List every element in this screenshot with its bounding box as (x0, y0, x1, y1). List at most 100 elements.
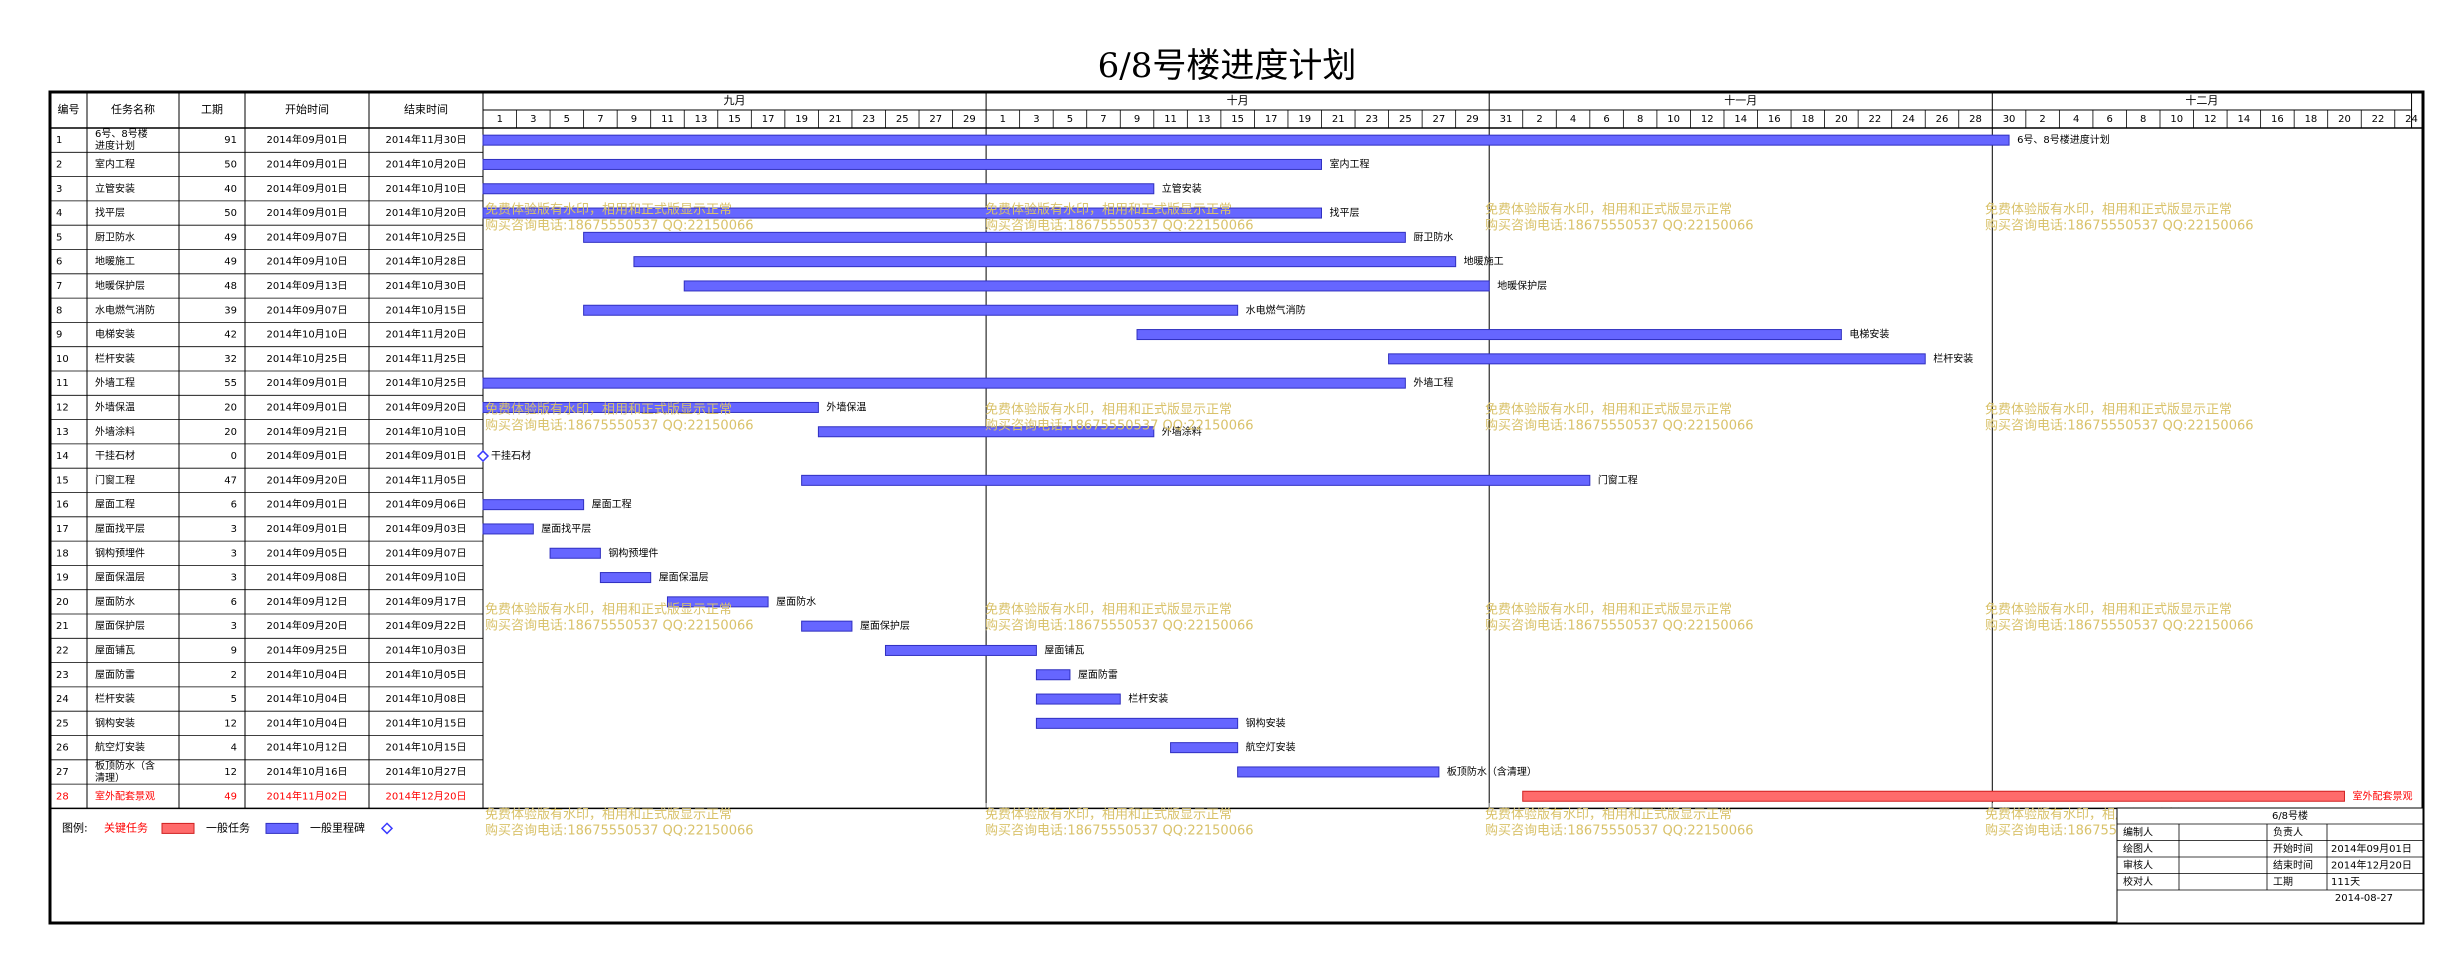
row-id: 1 (56, 135, 62, 146)
chart-title: 6/8号楼进度计划 (1097, 46, 1357, 86)
row-duration: 39 (224, 305, 237, 316)
day-tick-label: 1 (1000, 114, 1006, 125)
row-id: 18 (56, 548, 69, 559)
task-bar (482, 158, 1322, 170)
bar-label: 外墙保温 (826, 400, 866, 413)
column-header: 任务名称 (111, 102, 155, 116)
bar-label: 门窗工程 (1598, 473, 1638, 486)
watermark-line1: 免费体验版有水印，相用和正式版显示正常 (985, 807, 1232, 823)
day-tick-label: 14 (1734, 114, 1747, 125)
day-tick-label: 28 (1969, 114, 1982, 125)
row-end: 2014年09月06日 (386, 498, 467, 511)
row-name: 屋面保温层 (95, 571, 145, 584)
row-duration: 50 (224, 159, 237, 170)
task-bar (1136, 329, 1842, 341)
title-block-cell: 开始时间 (2273, 842, 2313, 855)
row-start: 2014年09月13日 (267, 279, 348, 292)
row-end: 2014年11月30日 (386, 133, 467, 146)
bar-label: 屋面保温层 (659, 571, 709, 584)
task-bar (801, 474, 1591, 486)
row-start: 2014年09月01日 (267, 522, 348, 535)
title-block-cell: 校对人 (2123, 875, 2153, 888)
day-tick-label: 10 (2170, 114, 2183, 125)
row-duration: 3 (231, 573, 237, 584)
row-name: 航空灯安装 (95, 741, 145, 754)
task-bar (1035, 693, 1121, 705)
watermark-line1: 免费体验版有水印，相用和正式版显示正常 (1485, 202, 1732, 218)
row-id: 10 (56, 354, 69, 365)
title-block-date: 2014-08-27 (2335, 893, 2393, 904)
row-start: 2014年09月20日 (267, 473, 348, 486)
day-tick-label: 13 (1198, 114, 1211, 125)
row-start: 2014年10月10日 (267, 328, 348, 341)
row-id: 17 (56, 524, 69, 535)
row-duration: 50 (224, 208, 237, 219)
row-start: 2014年09月01日 (267, 206, 348, 219)
row-end: 2014年11月25日 (386, 352, 467, 365)
title-block-cell: 绘图人 (2123, 842, 2153, 855)
row-duration: 3 (231, 548, 237, 559)
row-start: 2014年09月07日 (267, 303, 348, 316)
task-bar (482, 134, 2010, 146)
row-id: 20 (56, 597, 69, 608)
task-bar (482, 207, 1322, 219)
column-header: 工期 (201, 103, 223, 116)
watermark-line2: 购买咨询电话:18675550537 QQ:22150066 (985, 618, 1254, 634)
outer-frame (48, 90, 2425, 925)
row-name: 栏杆安装 (95, 352, 135, 365)
row-name: 屋面铺瓦 (95, 643, 135, 656)
row-id: 8 (56, 305, 62, 316)
row-duration: 20 (224, 427, 237, 438)
task-bar (817, 426, 1155, 438)
row-end: 2014年10月27日 (386, 765, 467, 778)
day-tick-label: 19 (1298, 114, 1311, 125)
column-header: 结束时间 (404, 103, 448, 116)
day-tick-label: 23 (1365, 114, 1378, 125)
row-duration: 40 (224, 184, 237, 195)
watermark-line2: 购买咨询电话:18675550537 QQ:22150066 (1485, 418, 1754, 434)
row-end: 2014年09月17日 (386, 595, 467, 608)
bar-label: 电梯安装 (1849, 328, 1889, 341)
row-id: 23 (56, 670, 69, 681)
task-bar (482, 401, 819, 413)
day-tick-label: 2 (2039, 114, 2045, 125)
watermark-line1: 免费体验版有水印，相用和正式版显示正常 (485, 402, 732, 418)
row-duration: 49 (224, 791, 237, 802)
row-id: 16 (56, 500, 69, 511)
watermark-line1: 免费体验版有水印，相用和正式版显示正常 (1485, 402, 1732, 418)
watermark-line2: 购买咨询电话:18675550537 QQ:22150066 (485, 823, 754, 839)
day-tick-label: 24 (1902, 114, 1915, 125)
row-duration: 12 (224, 767, 237, 778)
row-id: 2 (56, 159, 62, 170)
bar-label: 板顶防水（含清理） (1447, 765, 1537, 778)
legend-label: 图例: (62, 820, 88, 834)
day-tick-label: 17 (1265, 114, 1278, 125)
row-duration: 2 (231, 670, 237, 681)
column-header: 开始时间 (285, 102, 329, 116)
day-tick-label: 27 (1433, 114, 1446, 125)
row-start: 2014年09月01日 (267, 498, 348, 511)
day-tick-label: 20 (1835, 114, 1848, 125)
row-start: 2014年10月04日 (267, 692, 348, 705)
legend-normal-swatch (265, 822, 299, 834)
month-label: 十二月 (2185, 93, 2218, 107)
day-tick-label: 15 (1231, 114, 1244, 125)
watermark-line1: 免费体验版有水印，相用和正式版显示正常 (485, 202, 732, 218)
row-end: 2014年11月05日 (386, 473, 467, 486)
row-id: 3 (56, 184, 62, 195)
task-bar (1237, 766, 1440, 778)
row-end: 2014年10月15日 (386, 741, 467, 754)
day-tick-label: 15 (728, 114, 741, 125)
day-tick-label: 21 (1332, 114, 1345, 125)
legend-normal-label: 一般任务 (206, 821, 250, 834)
task-bar (1035, 669, 1071, 681)
row-end: 2014年09月07日 (386, 546, 467, 559)
day-tick-label: 18 (1801, 114, 1814, 125)
row-id: 13 (56, 427, 69, 438)
row-end: 2014年10月25日 (386, 230, 467, 243)
row-id: 6 (56, 257, 62, 268)
task-bar (482, 523, 534, 535)
watermark-line2: 购买咨询电话:18675550537 QQ:22150066 (1485, 218, 1754, 234)
day-tick-label: 20 (2338, 114, 2351, 125)
